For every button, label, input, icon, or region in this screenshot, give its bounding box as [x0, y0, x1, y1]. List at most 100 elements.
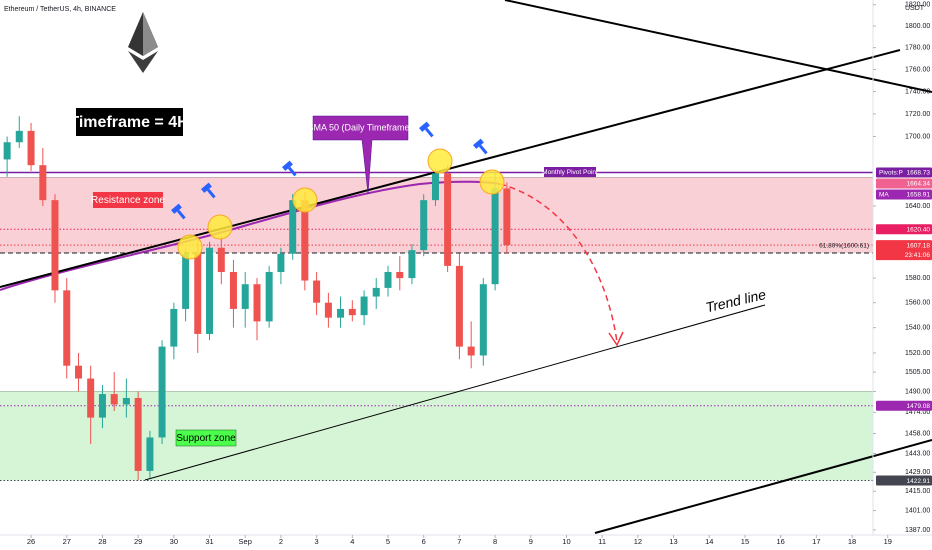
projection-arrow — [499, 183, 618, 343]
eth-logo — [128, 12, 158, 73]
candle-body — [444, 173, 452, 266]
y-tick-label: 1415.00 — [905, 488, 930, 495]
sma-callout — [312, 115, 409, 195]
x-tick-label: 8 — [493, 537, 497, 546]
level-label-box — [876, 475, 932, 486]
x-tick-label: 2 — [279, 537, 283, 546]
hammer-icons — [171, 121, 488, 220]
level-label: 1664.34 — [907, 181, 931, 188]
circle — [479, 169, 505, 195]
y-tick-label: 1387.00 — [905, 527, 930, 534]
x-tick-label: 31 — [205, 537, 213, 546]
zones — [0, 177, 873, 481]
candle-body — [337, 308, 345, 318]
candle-body — [265, 271, 273, 322]
circle — [292, 187, 318, 213]
circle — [207, 214, 233, 240]
resistance-box — [93, 192, 163, 208]
candle-body — [253, 284, 261, 322]
support-label: Support zone — [176, 433, 236, 444]
hammer — [419, 121, 434, 138]
logo-bottom — [128, 51, 158, 73]
candle-body — [98, 394, 106, 418]
x-tick-label: 11 — [598, 537, 606, 546]
candle-body — [87, 378, 95, 418]
y-tick-label: 1560.00 — [905, 300, 930, 307]
x-tick-label: 7 — [457, 537, 461, 546]
highlight-circles — [177, 148, 505, 260]
circle — [177, 234, 203, 260]
x-tick-label: 18 — [848, 537, 856, 546]
candle-body — [27, 130, 35, 166]
candle-body — [360, 296, 368, 316]
y-tick-label: 1443.00 — [905, 450, 930, 457]
candle-body — [75, 365, 83, 379]
candle-body — [63, 290, 71, 366]
x-tick-label: 10 — [562, 537, 570, 546]
x-tick-label: 17 — [812, 537, 820, 546]
level-label: 1658.91 — [907, 192, 931, 199]
countdown: 23:41:06 — [905, 252, 931, 259]
x-tick-label: 28 — [98, 537, 106, 546]
level-label: 1479.08 — [907, 403, 931, 410]
candle-body — [158, 346, 166, 438]
candle-body — [170, 308, 178, 347]
trend-line — [144, 304, 766, 481]
level-label: 1422.91 — [907, 478, 931, 485]
candle-body — [3, 142, 11, 160]
sma-label: SMA 50 (Daily Timeframe) — [307, 122, 412, 132]
candle-body — [467, 346, 475, 356]
candle-body — [122, 397, 130, 405]
level-label: 1620.40 — [907, 226, 931, 233]
level-label-box — [876, 400, 932, 411]
x-tick-label: 19 — [884, 537, 892, 546]
y-tick-label: 1520.00 — [905, 350, 930, 357]
y-tick-label: 1760.00 — [905, 66, 930, 73]
candle-body — [396, 271, 404, 279]
candles — [3, 116, 511, 481]
level-tag: MA — [879, 192, 889, 199]
x-tick-label: 12 — [634, 537, 642, 546]
falling-line — [504, 0, 932, 93]
support-box — [175, 429, 237, 447]
level-label: 1668.73 — [907, 170, 931, 177]
candle-body — [217, 247, 225, 272]
level-tag: Pivots:P — [879, 170, 903, 177]
y-tick-label: 1401.00 — [905, 507, 930, 514]
hammer — [201, 182, 216, 199]
x-tick-label: 30 — [170, 537, 178, 546]
y-tick-label: 1458.00 — [905, 430, 930, 437]
candle-body — [194, 253, 202, 334]
candle-body — [301, 200, 309, 281]
candle-body — [51, 200, 59, 291]
x-tick-label: 27 — [63, 537, 71, 546]
y-tick-label: 1740.00 — [905, 88, 930, 95]
hammer — [171, 203, 186, 220]
x-tick-label: 15 — [741, 537, 749, 546]
y-tick-label: 1780.00 — [905, 44, 930, 51]
candle-body — [455, 265, 463, 347]
level-label-box — [876, 178, 932, 189]
axes: 1387.00 1401.00 1415.00 1429.00 1443.00 1458.… — [27, 2, 931, 546]
level-label-box — [876, 240, 932, 261]
candle-body — [324, 302, 332, 318]
x-tick-label: 5 — [386, 537, 390, 546]
level-labels: 61.80%(1600.61) 1668.73 Pivots:P 1664.34 165… — [819, 167, 932, 486]
level-label-box — [876, 189, 932, 200]
x-tick-label: 6 — [422, 537, 426, 546]
pivot-box — [544, 167, 596, 177]
currency-label: USDT — [905, 5, 925, 12]
hammer — [282, 160, 297, 177]
level-label-box — [876, 167, 932, 178]
timeframe-label: Timeframe = 4H — [69, 114, 188, 131]
candle-body — [289, 200, 297, 254]
zone — [0, 391, 873, 481]
candle-body — [134, 397, 142, 471]
candle-body — [408, 250, 416, 279]
candle-body — [503, 188, 511, 246]
x-tick-label: 13 — [669, 537, 677, 546]
candle-body — [491, 188, 499, 285]
y-tick-label: 1640.00 — [905, 203, 930, 210]
x-tick-label: 14 — [705, 537, 713, 546]
candle-body — [372, 287, 380, 297]
